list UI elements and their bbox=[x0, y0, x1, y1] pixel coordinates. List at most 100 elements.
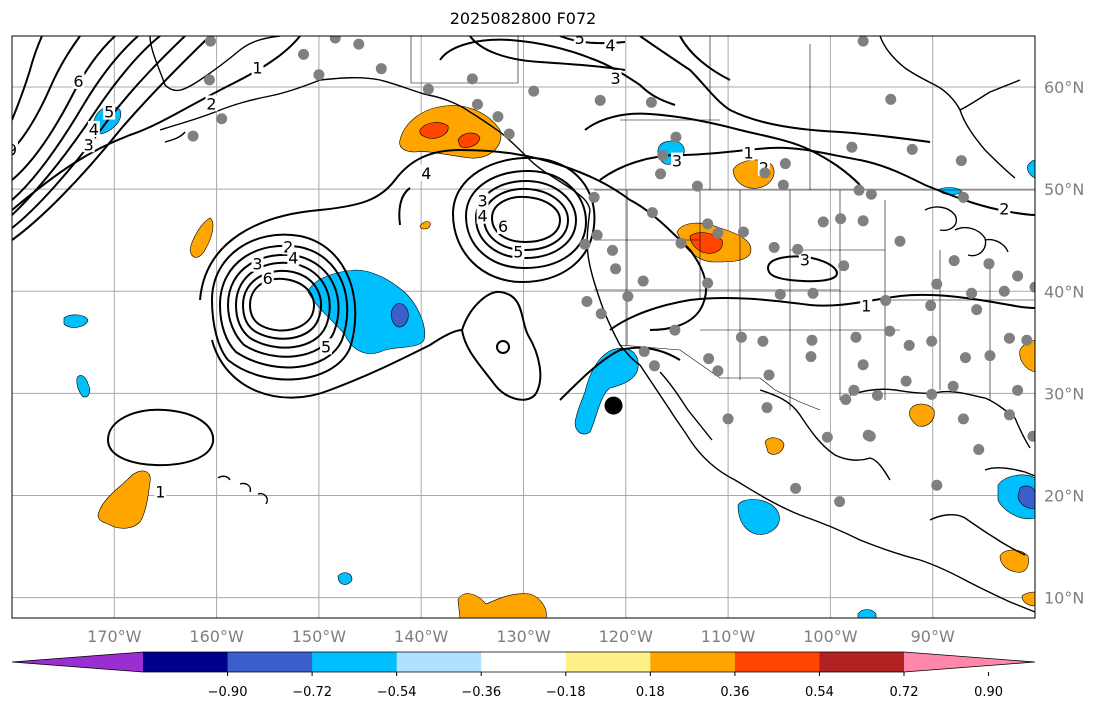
longitude-tick-label: 160°W bbox=[189, 627, 244, 646]
station-point bbox=[947, 380, 959, 392]
station-point bbox=[821, 431, 833, 443]
station-point bbox=[853, 184, 865, 196]
station-point bbox=[777, 179, 789, 191]
colorbar bbox=[11, 651, 1036, 673]
contour-label: 2 bbox=[283, 237, 293, 256]
contour-label-background bbox=[476, 192, 489, 209]
station-point bbox=[703, 353, 715, 365]
contour-label: 2 bbox=[999, 200, 1009, 219]
highlight-point bbox=[604, 396, 623, 415]
contour-label-background bbox=[287, 249, 300, 266]
contour-label-background bbox=[320, 338, 333, 355]
colorbar-tick-label: 0.72 bbox=[890, 685, 919, 700]
contour-label-background bbox=[420, 164, 433, 181]
station-point bbox=[581, 295, 593, 307]
latitude-tick-label: 30°N bbox=[1044, 384, 1084, 403]
station-point bbox=[971, 304, 983, 316]
longitude-tick-label: 90°W bbox=[911, 627, 955, 646]
station-point bbox=[948, 255, 960, 267]
longitude-tick-label: 120°W bbox=[599, 627, 654, 646]
contour-label-background bbox=[251, 59, 264, 76]
longitude-tick-label: 100°W bbox=[803, 627, 858, 646]
station-point bbox=[850, 331, 862, 343]
latitude-tick-label: 40°N bbox=[1044, 282, 1084, 301]
anomaly-region-orange bbox=[909, 403, 935, 427]
anomaly-region-blue bbox=[574, 347, 639, 435]
station-point bbox=[657, 149, 669, 161]
station-point bbox=[528, 85, 540, 97]
colorbar-tick-label: −0.90 bbox=[208, 685, 248, 700]
station-point bbox=[579, 238, 591, 250]
contour-label-background bbox=[604, 37, 617, 54]
station-point bbox=[790, 482, 802, 494]
station-point bbox=[973, 444, 985, 456]
station-point bbox=[712, 227, 724, 239]
anomaly-region-blue bbox=[857, 609, 877, 618]
station-point bbox=[646, 207, 658, 219]
contour-label: 4 bbox=[89, 120, 99, 139]
contour-label-background bbox=[476, 207, 489, 224]
station-point bbox=[759, 167, 771, 179]
station-point bbox=[1012, 270, 1024, 282]
colorbar-segment bbox=[312, 652, 398, 672]
contour-label: 1 bbox=[155, 482, 165, 501]
contour-label: 5 bbox=[321, 337, 331, 356]
station-point bbox=[329, 36, 341, 44]
station-point bbox=[906, 143, 918, 155]
station-point bbox=[761, 402, 773, 414]
contour-label-background bbox=[798, 251, 811, 268]
colorbar-segment bbox=[650, 652, 736, 672]
anomaly-region-orange bbox=[457, 593, 547, 618]
contour-label: 1 bbox=[861, 297, 871, 316]
contour-lines bbox=[12, 36, 1035, 467]
station-point bbox=[998, 285, 1010, 297]
colorbar-tick-label: −0.18 bbox=[546, 685, 586, 700]
station-point bbox=[840, 393, 852, 405]
station-point bbox=[594, 94, 606, 106]
contour-label: 1 bbox=[252, 59, 262, 78]
station-point bbox=[806, 334, 818, 346]
contour-label: 6 bbox=[263, 269, 273, 288]
contour-label-background bbox=[512, 243, 525, 260]
anomaly-region-blue bbox=[1027, 159, 1035, 179]
contour-label: 5 bbox=[575, 29, 585, 48]
colorbar-segment bbox=[143, 652, 229, 672]
contour-label-background bbox=[72, 72, 85, 89]
contour-label-background bbox=[82, 136, 95, 153]
station-point bbox=[871, 389, 883, 401]
station-point bbox=[763, 369, 775, 381]
station-point bbox=[353, 38, 365, 50]
anomaly-region-red bbox=[457, 132, 481, 148]
anomaly-region-blue bbox=[737, 499, 780, 535]
station-point bbox=[216, 113, 228, 125]
station-point bbox=[722, 413, 734, 425]
station-point bbox=[1029, 281, 1035, 293]
contour-label: 5 bbox=[513, 242, 523, 261]
longitude-tick-label: 140°W bbox=[394, 627, 449, 646]
station-point bbox=[900, 375, 912, 387]
colorbar-segment bbox=[396, 652, 482, 672]
colorbar-tick-label: −0.72 bbox=[292, 685, 332, 700]
contour-label: 3 bbox=[84, 135, 94, 154]
station-point bbox=[622, 290, 634, 302]
station-point bbox=[638, 346, 650, 358]
station-point bbox=[422, 83, 434, 95]
latitude-tick-label: 50°N bbox=[1044, 180, 1084, 199]
station-point bbox=[298, 48, 310, 60]
anomaly-region-blue bbox=[76, 375, 90, 398]
latitude-tick-labels: 10°N 20°N 30°N 40°N 50°N 60°N bbox=[1044, 78, 1084, 608]
political-borders bbox=[410, 36, 1035, 411]
colorbar-tick-label: 0.90 bbox=[974, 685, 1003, 700]
station-point bbox=[610, 263, 622, 275]
station-point bbox=[1027, 430, 1035, 442]
colorbar-extend-high bbox=[904, 652, 1035, 672]
contour-label: 5 bbox=[104, 103, 114, 122]
station-point bbox=[768, 241, 780, 253]
contour-label: 4 bbox=[421, 164, 431, 183]
station-point bbox=[807, 287, 819, 299]
contour-label: 3 bbox=[477, 191, 487, 210]
station-point bbox=[503, 128, 515, 140]
station-point bbox=[957, 191, 969, 203]
map-title: 2025082800 F072 bbox=[449, 9, 597, 28]
station-point bbox=[637, 275, 649, 287]
